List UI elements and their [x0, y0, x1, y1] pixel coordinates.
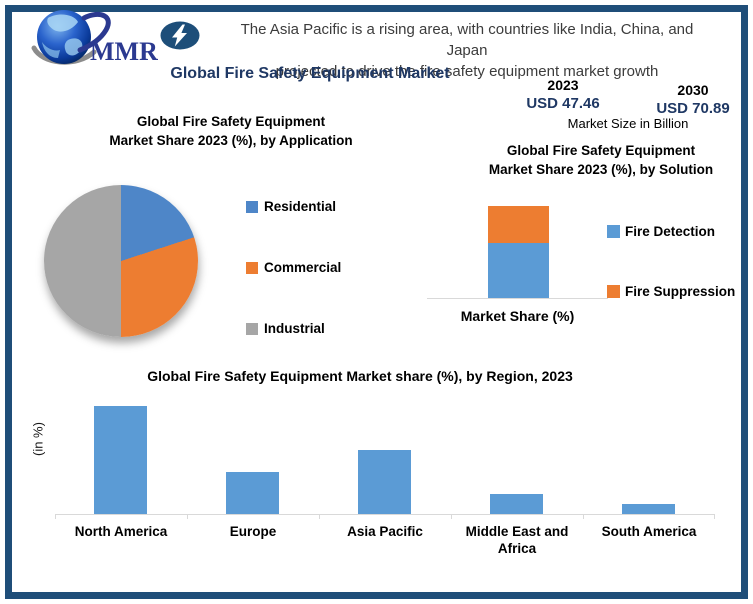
market-value-2023: USD 47.46 — [526, 95, 600, 112]
banner-line2: projected to drive the fire safety equip… — [275, 63, 659, 80]
market-value-2030: USD 70.89 — [656, 100, 730, 117]
region-label-middle-east-africa: Middle East and Africa — [465, 524, 569, 556]
year-2030-label: 2030 — [677, 82, 709, 98]
residential-swatch — [246, 200, 258, 213]
main-title: Global Fire Safety Equipment Market — [170, 65, 450, 82]
lightning-icon — [160, 21, 200, 50]
region-bar-europe — [226, 472, 279, 514]
fire-detection-label: Fire Detection — [625, 224, 716, 239]
fire-detection-swatch — [607, 225, 620, 238]
solution-x-axis — [427, 298, 608, 299]
region-bar-middle-east-africa — [490, 494, 543, 514]
fire-suppression-swatch — [607, 285, 620, 298]
region-bar-south-america — [622, 504, 675, 514]
axis-tick — [319, 514, 320, 519]
axis-tick — [583, 514, 584, 519]
solution-chart-title-line2: Market Share 2023 (%), by Solution — [488, 162, 714, 177]
region-label-asia-pacific: Asia Pacific — [347, 524, 423, 539]
region-label-europe: Europe — [229, 524, 277, 539]
legend-item-fire-suppression: Fire Suppression — [607, 284, 735, 299]
application-chart-title-line1: Global Fire Safety Equipment — [136, 114, 326, 129]
legend-item-fire-detection: Fire Detection — [607, 224, 715, 239]
legend-item-industrial: Industrial — [246, 321, 325, 336]
application-chart-title-line2: Market Share 2023 (%), by Application — [109, 133, 353, 148]
fire-suppression-segment — [488, 206, 549, 243]
market-size-2030: 2030 USD 70.89 — [648, 82, 738, 117]
commercial-label: Commercial — [264, 260, 342, 275]
region-x-axis — [55, 514, 714, 515]
residential-label: Residential — [264, 199, 337, 214]
banner-line1: The Asia Pacific is a rising area, with … — [240, 21, 694, 59]
region-y-axis-label: (in %) — [30, 422, 46, 456]
industrial-label: Industrial — [264, 321, 325, 336]
application-chart-title: Global Fire Safety Equipment Market Shar… — [85, 112, 377, 150]
infographic-border — [5, 5, 748, 599]
banner-text: The Asia Pacific is a rising area, with … — [227, 19, 707, 82]
axis-tick — [451, 514, 452, 519]
legend-item-residential: Residential — [246, 199, 336, 214]
year-2023-label: 2023 — [547, 77, 579, 93]
axis-tick — [187, 514, 188, 519]
solution-chart-title-line1: Global Fire Safety Equipment — [506, 143, 696, 158]
logo-swoosh-blue — [77, 12, 111, 53]
solution-chart-title: Global Fire Safety Equipment Market Shar… — [460, 141, 742, 179]
globe-continent — [47, 14, 78, 32]
application-pie-chart — [44, 185, 198, 337]
industrial-swatch — [246, 322, 258, 335]
market-size-2023: 2023 USD 47.46 — [518, 77, 608, 112]
fire-suppression-label: Fire Suppression — [625, 284, 736, 299]
axis-tick — [55, 514, 56, 519]
region-bar-north-america — [94, 406, 147, 514]
fire-detection-segment — [488, 242, 549, 298]
region-label-north-america: North America — [74, 524, 168, 539]
market-size-caption: Market Size in Billion — [567, 116, 689, 131]
region-bar-asia-pacific — [358, 450, 411, 514]
region-chart-title: Global Fire Safety Equipment Market shar… — [147, 368, 573, 384]
commercial-swatch — [246, 261, 258, 274]
axis-tick — [714, 514, 715, 519]
legend-item-commercial: Commercial — [246, 260, 341, 275]
globe-continent — [42, 42, 60, 58]
solution-stacked-bar — [488, 206, 549, 298]
region-label-south-america: South America — [601, 524, 697, 539]
solution-x-axis-label: Market Share (%) — [460, 308, 575, 324]
mmr-logo: MMR — [31, 10, 158, 66]
logo-text: MMR — [90, 37, 158, 66]
